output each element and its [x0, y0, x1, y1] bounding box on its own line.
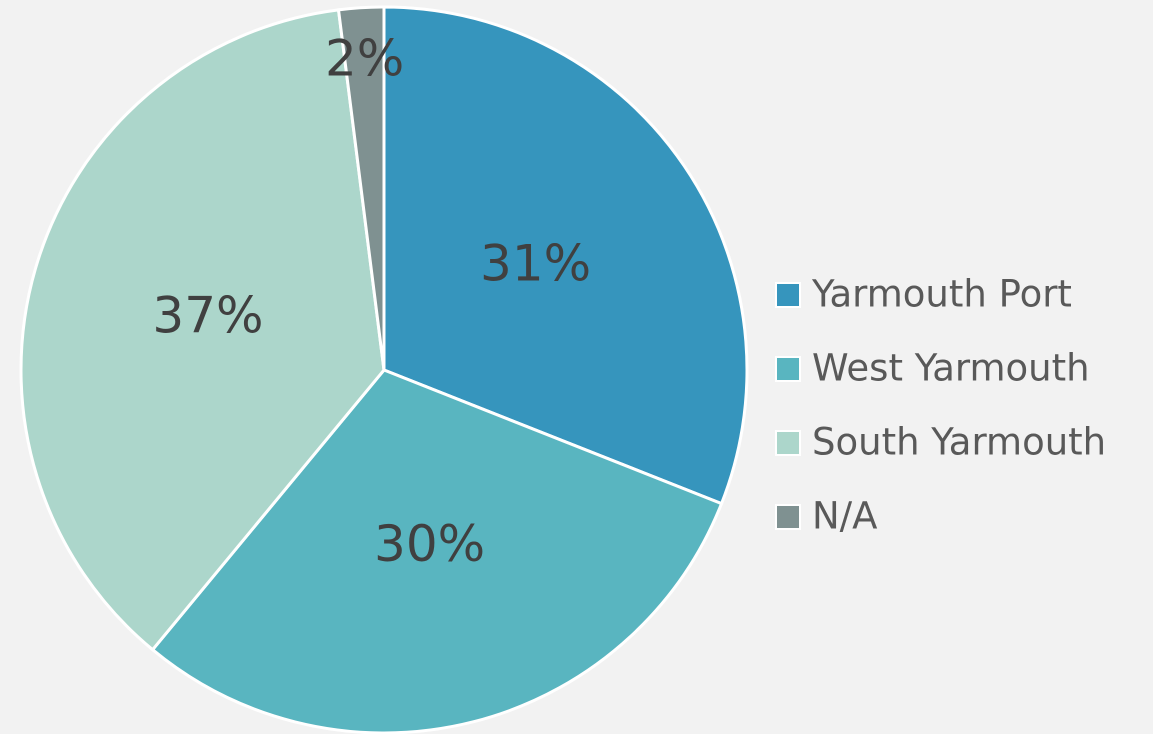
legend-label: N/A [812, 495, 877, 538]
legend-swatch [775, 504, 801, 530]
legend-label: Yarmouth Port [811, 273, 1072, 316]
data-label: 30% [374, 515, 485, 573]
data-label: 31% [480, 234, 591, 292]
pie-slice [336, 5, 386, 371]
legend-label: South Yarmouth [812, 421, 1106, 464]
legend-swatch [775, 282, 801, 308]
data-label: 37% [152, 286, 263, 344]
data-label: 2% [325, 30, 404, 88]
pie-slice [150, 368, 724, 734]
legend-label: West Yarmouth [812, 347, 1090, 390]
pie-slice [19, 8, 386, 652]
legend-swatch [775, 356, 801, 382]
legend-swatch [775, 430, 801, 456]
pie-slice [382, 5, 749, 506]
